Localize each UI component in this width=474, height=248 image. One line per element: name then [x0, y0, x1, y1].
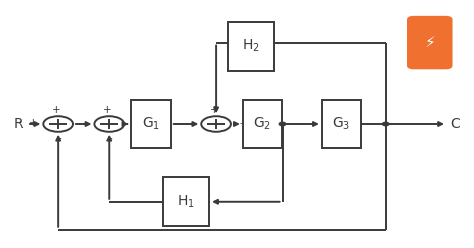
Text: +: + [52, 105, 61, 115]
Text: G$_3$: G$_3$ [332, 116, 351, 132]
Text: +: + [210, 105, 219, 115]
Text: H$_2$: H$_2$ [242, 38, 260, 54]
Text: H$_1$: H$_1$ [177, 194, 195, 210]
Bar [243, 100, 283, 148]
Text: -: - [109, 133, 112, 143]
Bar [322, 100, 361, 148]
Bar [131, 100, 171, 148]
Text: R: R [14, 117, 24, 131]
Text: -: - [239, 118, 243, 128]
Text: C: C [450, 117, 460, 131]
Bar [163, 178, 209, 226]
Circle shape [383, 122, 389, 126]
Text: +: + [103, 105, 112, 115]
Text: G$_1$: G$_1$ [142, 116, 160, 132]
Text: +: + [29, 118, 37, 128]
Text: G$_2$: G$_2$ [254, 116, 272, 132]
Bar [228, 22, 274, 70]
Text: -: - [57, 133, 61, 143]
Circle shape [279, 122, 286, 126]
Text: ⚡: ⚡ [424, 35, 435, 50]
FancyBboxPatch shape [407, 16, 453, 69]
